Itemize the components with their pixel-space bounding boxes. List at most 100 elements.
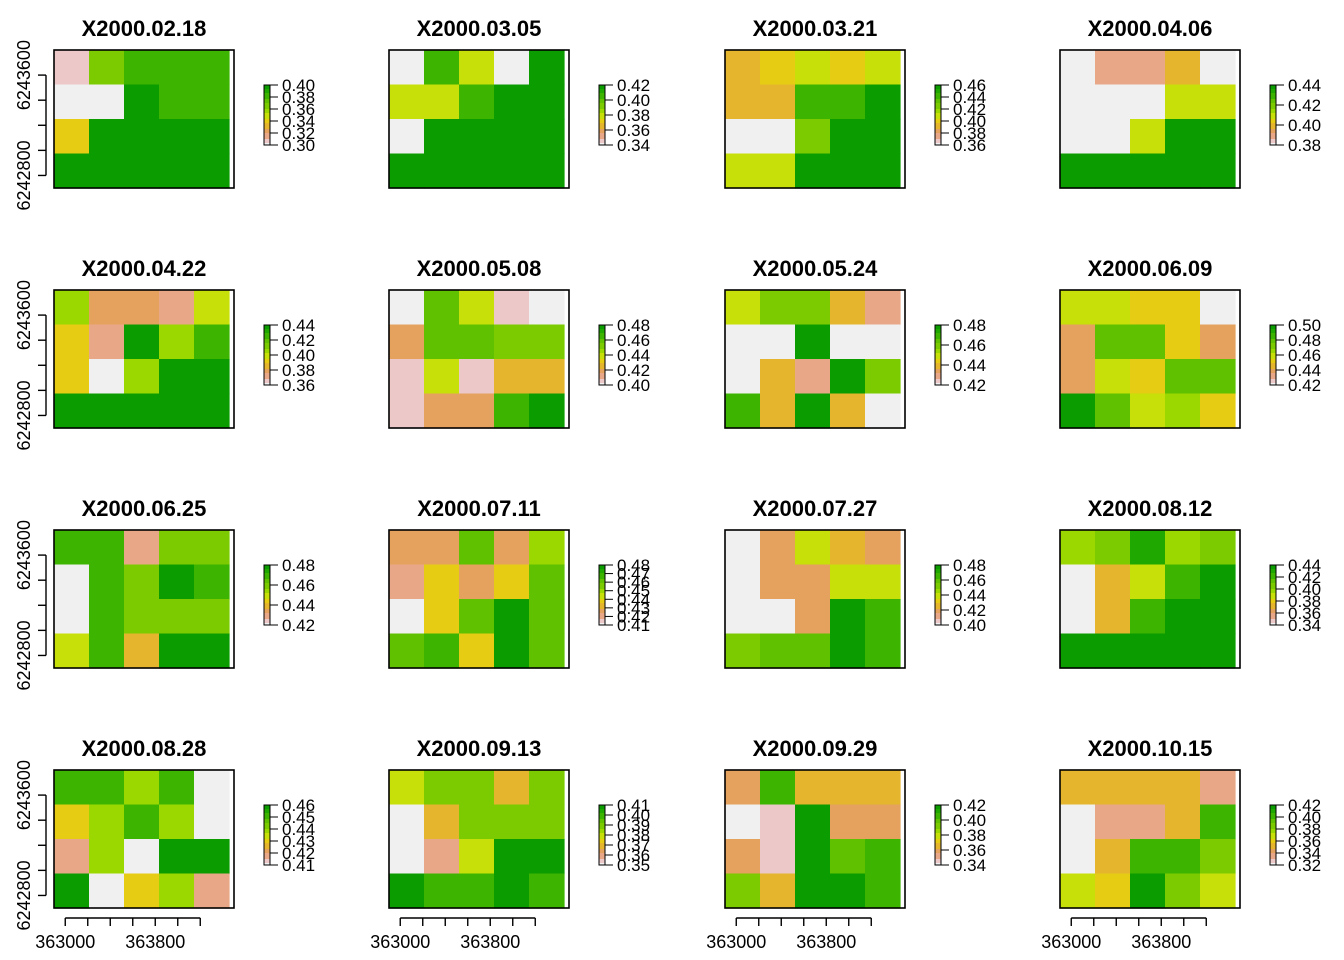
legend-color-step	[1270, 125, 1276, 128]
legend-label: 0.40	[953, 811, 986, 830]
legend-color-step	[599, 375, 605, 378]
legend-color-step	[599, 109, 605, 112]
legend-color-step	[935, 91, 941, 94]
raster-cell	[424, 324, 460, 360]
legend-label: 0.34	[282, 112, 315, 131]
raster-cell	[795, 153, 831, 189]
legend-label: 0.42	[953, 100, 986, 119]
legend-color-step	[935, 821, 941, 824]
raster-cell	[830, 290, 866, 326]
panel-X2000.08.12: X2000.08.12 0.440.420.400.380.360.34	[1059, 496, 1321, 669]
legend-color-step	[1270, 611, 1276, 614]
legend-color-step	[264, 813, 270, 816]
legend-color-step	[599, 831, 605, 834]
legend-color-step	[599, 837, 605, 840]
legend-color-step	[264, 375, 270, 378]
raster-cell	[89, 153, 125, 189]
raster-cell	[159, 599, 195, 635]
raster-cell	[830, 873, 866, 909]
legend-color-step	[599, 353, 605, 356]
raster-cell	[494, 153, 530, 189]
legend-color-step	[1270, 383, 1276, 386]
legend-color-step	[599, 813, 605, 816]
raster-cell	[424, 633, 460, 669]
legend-color-step	[935, 127, 941, 130]
legend-color-step	[935, 123, 941, 126]
legend-color-step	[264, 593, 270, 596]
legend-color-step	[599, 107, 605, 110]
legend-color-step	[264, 95, 270, 98]
legend-color-step	[599, 119, 605, 122]
raster-cell	[865, 324, 901, 360]
raster-cell	[124, 84, 160, 120]
legend-color-step	[1270, 839, 1276, 842]
legend-color-step	[264, 365, 270, 368]
legend-color-step	[935, 115, 941, 118]
legend-color-step	[264, 853, 270, 856]
legend-color-step	[599, 567, 605, 570]
legend-color-step	[264, 111, 270, 114]
legend-color-step	[599, 841, 605, 844]
legend-color-step	[264, 863, 270, 866]
legend-label: 0.44	[953, 356, 986, 375]
legend-color-step	[1270, 609, 1276, 612]
raster-cell	[124, 873, 160, 909]
panel-title: X2000.04.22	[82, 256, 207, 281]
legend-color-step	[935, 377, 941, 380]
legend-color-step	[935, 565, 941, 568]
raster-cell	[459, 324, 495, 360]
legend-label: 0.42	[617, 361, 650, 380]
legend-color-step	[935, 143, 941, 146]
legend-color-step	[264, 595, 270, 598]
legend-color-step	[599, 139, 605, 142]
legend-color-step	[935, 135, 941, 138]
legend-color-step	[1270, 589, 1276, 592]
legend-color-step	[935, 837, 941, 840]
raster-cell	[1095, 530, 1131, 566]
legend-label: 0.40	[1288, 580, 1321, 599]
legend-color-step	[1270, 135, 1276, 138]
legend-color-step	[264, 101, 270, 104]
legend-color-step	[935, 579, 941, 582]
raster-cell	[494, 530, 530, 566]
legend-color-step	[935, 87, 941, 90]
raster-cell	[1060, 324, 1096, 360]
raster-cell	[1060, 119, 1096, 155]
raster-cell	[1200, 564, 1236, 600]
legend-color-step	[935, 611, 941, 614]
legend-label: 0.46	[953, 336, 986, 355]
panel-title: X2000.06.25	[82, 496, 207, 521]
legend-color-step	[599, 371, 605, 374]
legend-color-step	[935, 97, 941, 100]
raster-cell	[159, 770, 195, 806]
legend-color-step	[264, 617, 270, 620]
legend-color-step	[599, 377, 605, 380]
legend-color-step	[264, 133, 270, 136]
legend-color-step	[935, 863, 941, 866]
legend-label: 0.40	[1288, 116, 1321, 135]
legend-label: 0.46	[282, 796, 315, 815]
legend-color-step	[1270, 87, 1276, 90]
panel-title: X2000.05.24	[753, 256, 879, 281]
raster-cell	[194, 599, 230, 635]
legend-color-step	[599, 355, 605, 358]
raster-cell	[89, 804, 125, 840]
legend-color-step	[599, 117, 605, 120]
raster-cell	[1165, 873, 1201, 909]
legend-color-step	[599, 825, 605, 828]
panel-title: X2000.07.11	[417, 496, 541, 521]
raster-cell	[124, 119, 160, 155]
raster-cell	[1095, 873, 1131, 909]
raster-cell	[1200, 804, 1236, 840]
raster-cell	[459, 153, 495, 189]
legend-label: 0.45	[282, 808, 315, 827]
raster-cell	[760, 359, 796, 395]
legend-color-step	[935, 829, 941, 832]
legend-label: 0.36	[282, 100, 315, 119]
legend-color-step	[1270, 107, 1276, 110]
raster-cell	[795, 84, 831, 120]
legend-label: 0.48	[953, 556, 986, 575]
raster-cell	[1165, 153, 1201, 189]
legend-color-step	[935, 109, 941, 112]
legend-color-step	[599, 327, 605, 330]
